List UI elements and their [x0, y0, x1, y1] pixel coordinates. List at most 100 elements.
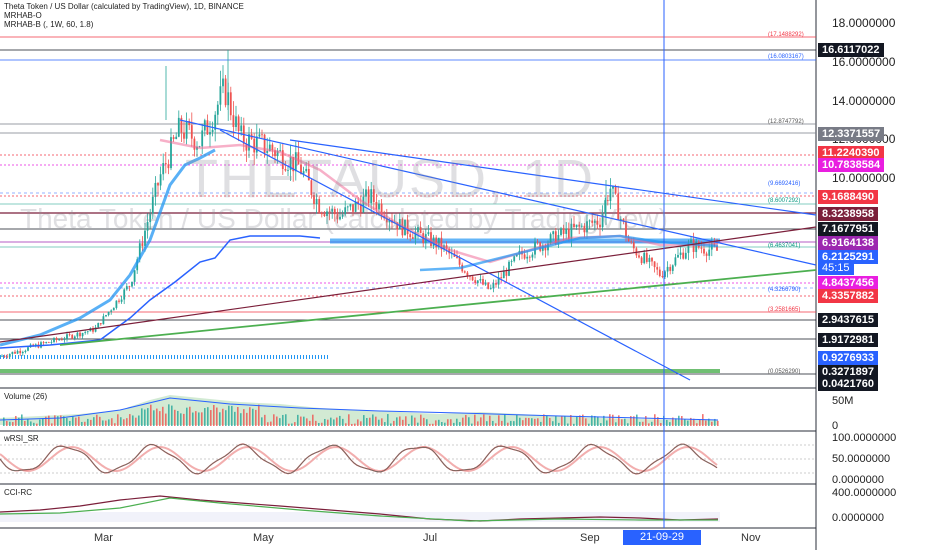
volume-bar — [618, 415, 620, 426]
volume-bar — [678, 415, 680, 426]
volume-bar — [672, 417, 674, 426]
candle-body — [708, 249, 711, 256]
volume-bar — [258, 404, 260, 426]
candle-body — [209, 132, 211, 135]
indicator-label-mrhab-b[interactable]: MRHAB-B (, 1W, 60, 1.8) — [4, 20, 94, 29]
candle-body — [482, 278, 484, 285]
candle-body — [378, 203, 380, 210]
candle-body — [557, 234, 560, 245]
volume-bar — [444, 422, 446, 426]
candle-body — [440, 237, 443, 250]
volume-bar — [159, 411, 161, 426]
candle-body — [580, 225, 583, 227]
candle-body — [362, 196, 365, 213]
candle-body — [11, 351, 14, 355]
volume-bar — [345, 423, 347, 426]
volume-bar — [549, 417, 551, 426]
candle-body — [671, 265, 674, 271]
time-tick-nov: Nov — [741, 532, 761, 544]
candle-body — [570, 223, 573, 239]
candle-body — [300, 164, 302, 174]
volume-bar — [582, 414, 584, 426]
volume-bar — [426, 419, 428, 426]
indicator-label-mrhab-o[interactable]: MRHAB-O — [4, 11, 42, 20]
price-label: 12.3371557 — [818, 127, 885, 141]
volume-bar — [201, 412, 203, 426]
volume-bar — [405, 416, 407, 426]
volume-bar — [282, 414, 284, 426]
candle-body — [515, 254, 518, 257]
candle-body — [167, 164, 170, 169]
price-label: 1.9172981 — [818, 333, 878, 347]
volume-bar — [303, 416, 305, 426]
volume-bar — [711, 421, 713, 426]
candle-body — [216, 104, 219, 115]
cci-pane-label[interactable]: CCI-RC — [4, 488, 32, 497]
volume-bar — [57, 416, 59, 426]
candle-body — [474, 280, 477, 284]
volume-bar — [78, 416, 80, 426]
candle-body — [690, 239, 692, 244]
volume-bar — [150, 404, 152, 426]
candle-body — [258, 134, 261, 137]
volume-bar — [363, 415, 365, 426]
candle-body — [248, 134, 250, 151]
volume-pane-label[interactable]: Volume (26) — [4, 392, 48, 401]
candle-body — [14, 351, 16, 354]
level-label: (12.8747792) — [768, 119, 804, 125]
cci-tick: 400.0000000 — [832, 487, 897, 499]
volume-bar — [129, 414, 131, 426]
volume-bar — [528, 417, 530, 426]
volume-bar — [585, 418, 587, 426]
candle-body — [94, 327, 97, 332]
candle-body — [375, 201, 378, 210]
volume-bar — [708, 418, 710, 426]
candle-body — [68, 334, 71, 336]
volume-tick: 0 — [832, 420, 839, 432]
candle-body — [131, 281, 133, 287]
candle-body — [149, 213, 152, 223]
volume-bar — [369, 417, 371, 426]
volume-bar — [180, 413, 182, 426]
candle-body — [1, 355, 3, 357]
volume-bar — [627, 423, 629, 426]
rsi-pane-label[interactable]: wRSI_SR — [4, 434, 39, 443]
candle-body — [560, 228, 562, 235]
candle-body — [112, 307, 115, 311]
volume-bar — [198, 412, 200, 426]
volume-bar — [351, 423, 353, 426]
candle-body — [76, 332, 79, 337]
volume-bar — [378, 419, 380, 426]
volume-bar — [348, 414, 350, 426]
candle-body — [344, 207, 347, 215]
candle-body — [643, 252, 646, 264]
volume-bar — [30, 421, 32, 426]
candle-body — [463, 271, 466, 273]
volume-bar — [654, 414, 656, 426]
candle-body — [27, 347, 29, 351]
volume-bar — [429, 423, 431, 426]
price-label: 8.3238958 — [818, 207, 878, 221]
volume-bar — [588, 423, 590, 426]
candle-body — [281, 150, 284, 170]
volume-bar — [393, 420, 395, 426]
chart-title[interactable]: Theta Token / US Dollar (calculated by T… — [4, 2, 244, 11]
volume-bar — [327, 419, 329, 426]
volume-bar — [717, 420, 719, 426]
volume-bar — [477, 421, 479, 426]
volume-bar — [465, 414, 467, 426]
volume-bar — [297, 414, 299, 426]
candle-body — [638, 255, 640, 258]
candle-body — [536, 241, 539, 243]
volume-bar — [120, 417, 122, 426]
candle-body — [640, 257, 643, 264]
volume-bar — [480, 417, 482, 426]
price-label: 2.9437615 — [818, 313, 878, 327]
volume-bar — [285, 414, 287, 426]
volume-bar — [684, 419, 686, 426]
candle-body — [679, 252, 682, 255]
candle-body — [484, 282, 487, 285]
volume-bar — [510, 420, 512, 426]
level-label: (8.6007292) — [768, 198, 801, 204]
